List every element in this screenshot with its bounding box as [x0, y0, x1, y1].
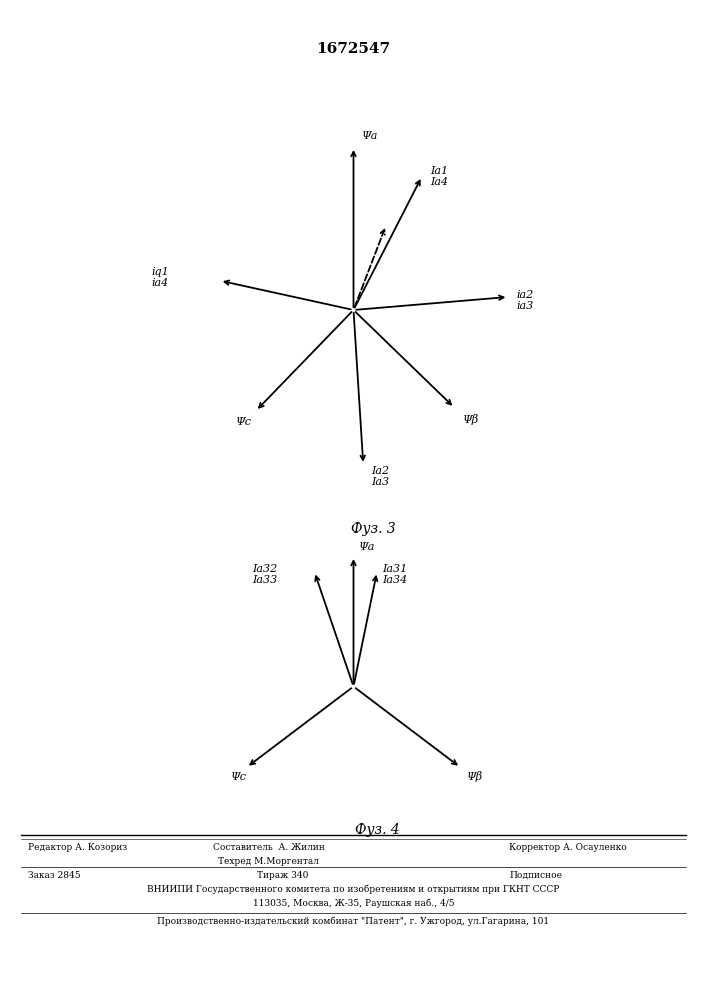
Text: Фуз. 4: Фуз. 4: [355, 823, 399, 837]
Text: Производственно-издательский комбинат "Патент", г. Ужгород, ул.Гагарина, 101: Производственно-издательский комбинат "П…: [158, 917, 549, 926]
Text: Фуз. 3: Фуз. 3: [351, 522, 395, 536]
Text: Ia31
Ia34: Ia31 Ia34: [382, 564, 407, 585]
Text: ВНИИПИ Государственного комитета по изобретениям и открытиям при ГКНТ СССР: ВНИИПИ Государственного комитета по изоб…: [147, 885, 560, 894]
Text: Ia32
Ia33: Ia32 Ia33: [252, 564, 277, 585]
Text: Корректор А. Осауленко: Корректор А. Осауленко: [509, 843, 627, 852]
Text: Заказ 2845: Заказ 2845: [28, 871, 81, 880]
Text: Подписное: Подписное: [509, 871, 562, 880]
Text: Составитель  А. Жилин: Составитель А. Жилин: [213, 843, 325, 852]
Text: Ψa: Ψa: [362, 131, 378, 141]
Text: iq1
ia4: iq1 ia4: [151, 267, 169, 288]
Text: 113035, Москва, Ж-35, Раушская наб., 4/5: 113035, Москва, Ж-35, Раушская наб., 4/5: [252, 899, 455, 908]
Text: Ia2
Ia3: Ia2 Ia3: [371, 466, 390, 487]
Text: Техред М.Моргентал: Техред М.Моргентал: [218, 857, 319, 866]
Text: Ψβ: Ψβ: [467, 771, 483, 782]
Text: Ia1
Ia4: Ia1 Ia4: [430, 166, 448, 187]
Text: Редактор А. Козориз: Редактор А. Козориз: [28, 843, 127, 852]
Text: ia2
ia3: ia2 ia3: [516, 290, 534, 311]
Text: Ψc: Ψc: [231, 772, 247, 782]
Text: Ψa: Ψa: [358, 542, 375, 552]
Text: Тираж 340: Тираж 340: [257, 871, 308, 880]
Text: 1672547: 1672547: [317, 42, 390, 56]
Text: Ψc: Ψc: [236, 417, 252, 427]
Text: Ψβ: Ψβ: [462, 414, 479, 425]
